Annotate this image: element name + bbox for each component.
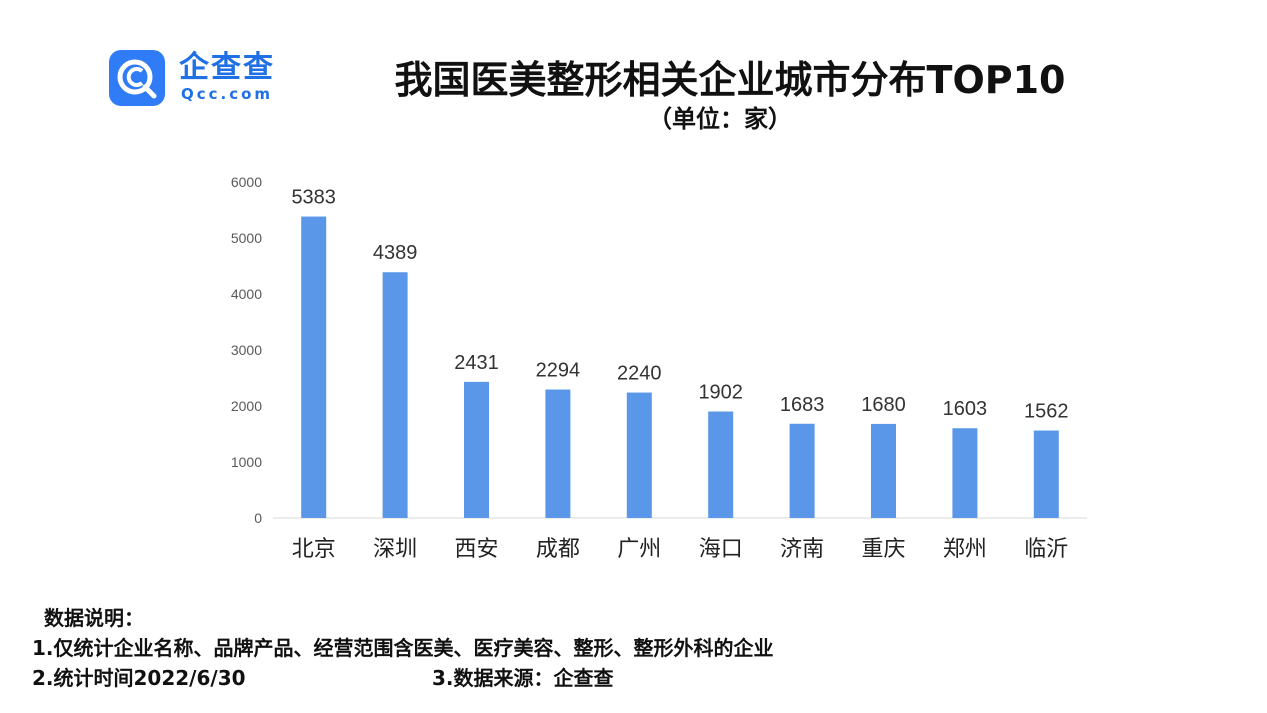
data-label: 1683 (780, 394, 825, 416)
bar (464, 381, 489, 518)
x-tick-label: 西安 (454, 537, 498, 562)
chart-subtitle: （单位：家） (648, 105, 792, 133)
x-tick-label: 广州 (617, 537, 661, 562)
data-label: 2294 (536, 360, 581, 382)
x-tick-label: 海口 (699, 537, 743, 562)
qcc-logo-icon (109, 50, 165, 106)
x-tick-label: 深圳 (373, 537, 417, 562)
bar (626, 392, 652, 518)
y-tick-label: 1000 (231, 454, 262, 470)
notes-heading: 数据说明： (44, 606, 144, 630)
x-tick-label: 郑州 (943, 537, 987, 562)
data-label: 4389 (373, 242, 418, 264)
y-tick-label: 5000 (231, 230, 262, 246)
brand-name-en: Qcc.com (181, 85, 274, 103)
data-label: 2240 (617, 363, 662, 385)
x-tick-label: 北京 (292, 537, 336, 562)
x-tick-label: 济南 (780, 537, 824, 562)
brand-name-cn: 企查查 (179, 50, 275, 85)
bar (789, 423, 815, 518)
bar (1033, 430, 1059, 518)
chart-title: 我国医美整形相关企业城市分布TOP10 (394, 58, 1066, 102)
notes-line-1: 1.仅统计企业名称、品牌产品、经营范围含医美、医疗美容、整形、整形外科的企业 (32, 636, 774, 660)
bar-chart: 0 1000 2000 3000 4000 5000 6000 5383 北京 4389 深圳 243… (231, 174, 1087, 562)
notes-line-2: 2.统计时间2022/6/30 (32, 666, 246, 690)
x-tick-label: 临沂 (1024, 537, 1068, 562)
brand-logo: 企查查 Qcc.com (109, 50, 309, 106)
data-label: 2431 (454, 352, 499, 374)
y-tick-label: 2000 (231, 398, 262, 414)
bar (708, 411, 734, 518)
data-label: 1603 (943, 398, 988, 420)
data-notes: 数据说明： 1.仅统计企业名称、品牌产品、经营范围含医美、医疗美容、整形、整形外… (0, 600, 1267, 710)
notes-line-3: 3.数据来源：企查查 (432, 666, 614, 690)
y-tick-label: 4000 (231, 286, 262, 302)
bar (871, 423, 896, 518)
data-label: 5383 (291, 187, 336, 209)
y-tick-label: 0 (254, 510, 262, 526)
data-label: 1562 (1024, 401, 1069, 423)
bar (382, 272, 408, 518)
bar (545, 389, 571, 518)
bar (301, 216, 327, 518)
y-tick-label: 6000 (231, 174, 262, 190)
x-tick-label: 重庆 (861, 537, 905, 562)
data-label: 1680 (861, 394, 906, 416)
bar (952, 428, 978, 518)
x-tick-label: 成都 (536, 537, 580, 562)
data-label: 1902 (698, 381, 743, 403)
y-tick-label: 3000 (231, 342, 262, 358)
